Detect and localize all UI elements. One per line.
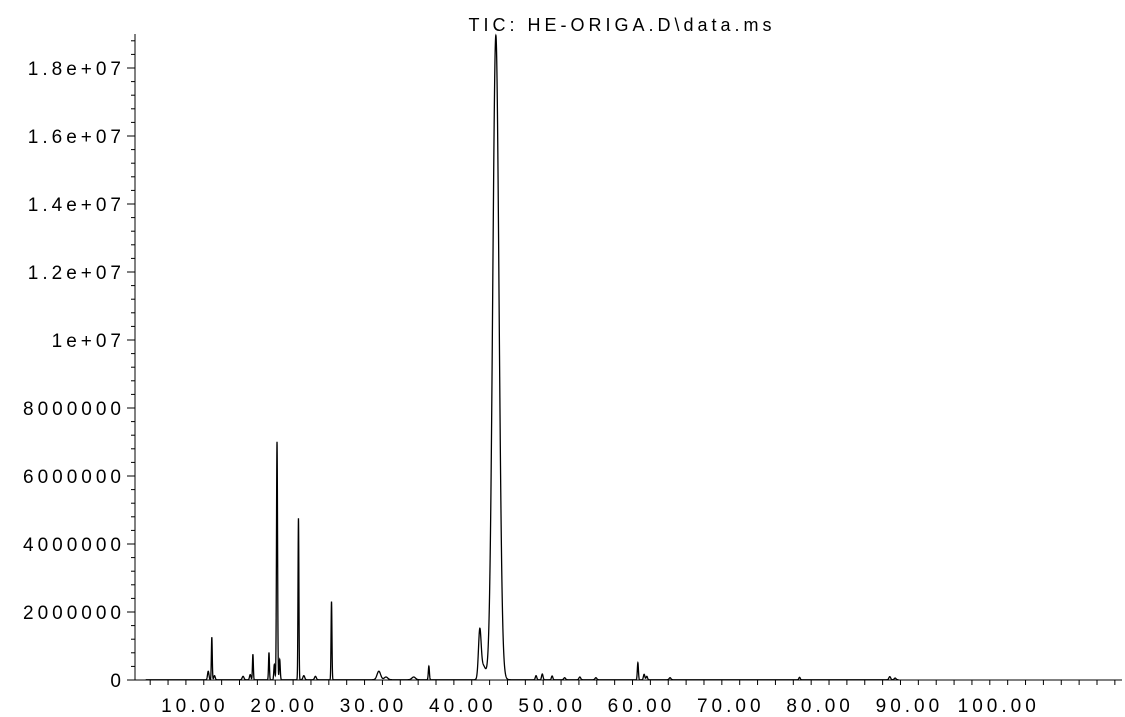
x-tick-label: 70.00 (697, 696, 765, 717)
y-tick-label: 4000000 (23, 535, 125, 556)
y-tick-label: 1.2e+07 (28, 263, 125, 284)
x-tick-label: 100.00 (958, 696, 1040, 717)
y-tick-label: 0 (110, 671, 125, 692)
x-axis: 10.00 20.00 30.00 40.00 50.00 60.00 70.00 80.00… (135, 679, 1122, 717)
series-line-tic (145, 33, 899, 681)
x-tick-label: 20.00 (250, 696, 318, 717)
x-tick-label: 90.00 (876, 696, 944, 717)
x-tick-label: 40.00 (429, 696, 497, 717)
x-tick-label: 50.00 (518, 696, 586, 717)
plot-area (145, 33, 899, 681)
y-axis: 0 2000000 4000000 6000000 8000000 1e+07 1.2e+0… (23, 34, 136, 692)
y-tick-label: 2000000 (23, 603, 125, 624)
x-tick-label: 80.00 (786, 696, 854, 717)
y-tick-label: 8000000 (23, 399, 125, 420)
x-tick-label: 10.00 (161, 696, 229, 717)
y-tick-label: 1.4e+07 (28, 195, 125, 216)
y-tick-label: 1.8e+07 (28, 59, 125, 80)
y-tick-label: 1.6e+07 (28, 127, 125, 148)
chart-title: TIC: HE-ORIGA.D\data.ms (468, 15, 775, 35)
x-tick-label: 30.00 (340, 696, 408, 717)
x-tick-label: 60.00 (608, 696, 676, 717)
y-tick-label: 1e+07 (52, 331, 125, 352)
y-tick-label: 6000000 (23, 467, 125, 488)
